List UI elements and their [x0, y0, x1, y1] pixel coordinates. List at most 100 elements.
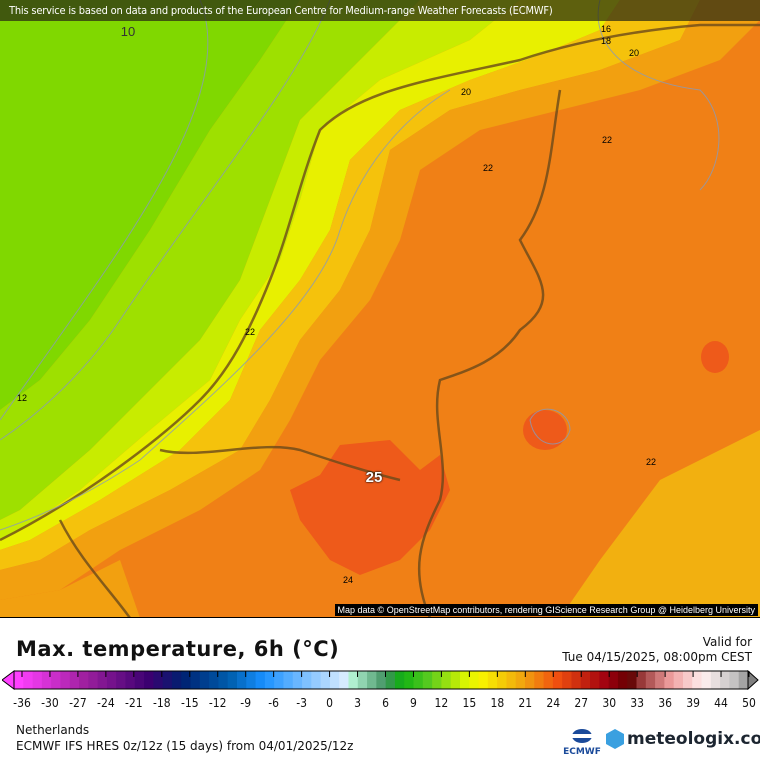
- scale-swatch: [302, 671, 312, 689]
- scale-swatch: [497, 671, 507, 689]
- scale-swatch: [729, 671, 740, 689]
- scale-swatch: [608, 671, 619, 689]
- scale-swatch: [422, 671, 433, 689]
- scale-tick-label: 50: [742, 696, 756, 710]
- meteologix-hex-icon: [606, 729, 624, 749]
- scale-swatch: [525, 671, 535, 689]
- scale-swatch: [459, 671, 470, 689]
- scale-swatch: [450, 671, 461, 689]
- hot-spot-east: [523, 410, 567, 450]
- scale-swatch: [385, 671, 396, 689]
- scale-tick-label: 3: [354, 696, 361, 710]
- scale-swatch: [627, 671, 638, 689]
- scale-swatch: [23, 671, 34, 689]
- amber-band: [0, 0, 700, 570]
- scale-swatch: [255, 671, 266, 689]
- scale-swatch: [515, 671, 526, 689]
- scale-swatch: [376, 671, 387, 689]
- scale-swatch: [413, 671, 424, 689]
- contour-label: 16: [600, 24, 612, 34]
- scale-tick-label: 6: [382, 696, 389, 710]
- scale-swatch: [506, 671, 517, 689]
- scale-tick-label: -9: [240, 696, 252, 710]
- scale-tick-label: -24: [97, 696, 115, 710]
- scale-swatch: [125, 671, 136, 689]
- scale-arrow-left: [2, 670, 15, 690]
- scale-swatch: [162, 671, 173, 689]
- scale-swatch: [51, 671, 61, 689]
- scale-swatch: [478, 671, 489, 689]
- scale-swatch: [580, 671, 591, 689]
- scale-swatch: [134, 671, 145, 689]
- scale-swatch: [562, 671, 572, 689]
- scale-swatch: [738, 671, 749, 689]
- scale-swatch: [153, 671, 164, 689]
- south-west-amber: [0, 560, 140, 617]
- contour-label: 22: [244, 327, 256, 337]
- scale-tick-label: -30: [41, 696, 59, 710]
- scale-tick-label: 24: [546, 696, 561, 710]
- scale-swatch: [69, 671, 80, 689]
- scale-tick-label: 21: [518, 696, 533, 710]
- scale-swatch: [534, 671, 545, 689]
- scale-swatch: [283, 671, 294, 689]
- scale-tick-label: 44: [714, 696, 728, 710]
- meteologix-logo[interactable]: meteologix.com: [606, 729, 760, 749]
- valid-label: Valid for: [702, 635, 752, 649]
- contour-label: 10: [120, 24, 136, 39]
- contour-label: 22: [601, 135, 613, 145]
- scale-tick-label: 9: [410, 696, 417, 710]
- color-scale-bar: [2, 670, 759, 690]
- scale-swatch: [441, 671, 452, 689]
- scale-swatch: [469, 671, 480, 689]
- scale-swatch: [571, 671, 582, 689]
- scale-tick-label: -12: [208, 696, 227, 710]
- contour-label: 22: [482, 163, 494, 173]
- scale-swatch: [645, 671, 656, 689]
- scale-swatch: [181, 671, 192, 689]
- scale-swatch: [292, 671, 303, 689]
- scale-swatch: [636, 671, 647, 689]
- contour-label: 20: [628, 48, 640, 58]
- scale-swatch: [664, 671, 675, 689]
- valid-datetime: Tue 04/15/2025, 08:00pm CEST: [562, 650, 752, 664]
- scale-border: [13, 670, 749, 690]
- scale-swatch: [199, 671, 210, 689]
- contour-label: 22: [645, 457, 657, 467]
- scale-swatch: [655, 671, 665, 689]
- scale-swatch: [432, 671, 442, 689]
- scale-swatch: [190, 671, 201, 689]
- scale-swatch: [88, 671, 99, 689]
- max-value-label: 25: [365, 469, 383, 486]
- orange-edge: [0, 0, 760, 600]
- scale-swatch: [97, 671, 108, 689]
- scale-swatch: [701, 671, 712, 689]
- scale-tick-label: -6: [268, 696, 280, 710]
- meteologix-brand: meteologix.com: [627, 729, 760, 749]
- scale-tick-label: -21: [125, 696, 143, 710]
- scale-swatch: [79, 671, 89, 689]
- scale-swatch: [487, 671, 498, 689]
- green-band: [0, 0, 420, 520]
- scale-swatch: [617, 671, 628, 689]
- scale-swatch: [41, 671, 52, 689]
- scale-tick-label: -36: [13, 696, 31, 710]
- hot-spot-far-east: [701, 341, 729, 373]
- temperature-map[interactable]: This service is based on data and produc…: [0, 0, 760, 618]
- ecmwf-logo: ECMWF: [562, 727, 602, 757]
- scale-swatch: [320, 671, 331, 689]
- scale-swatch: [236, 671, 247, 689]
- contour-label: 20: [460, 87, 472, 97]
- scale-tick-label: 0: [326, 696, 333, 710]
- scale-tick-label: 39: [686, 696, 700, 710]
- scale-tick-label: 27: [574, 696, 589, 710]
- scale-tick-label: 33: [630, 696, 645, 710]
- scale-swatch: [218, 671, 229, 689]
- scale-swatch: [171, 671, 182, 689]
- scale-swatch: [106, 671, 117, 689]
- scale-tick-label: 18: [490, 696, 505, 710]
- scale-swatch: [357, 671, 368, 689]
- map-canvas: [0, 0, 760, 617]
- scale-swatch: [246, 671, 257, 689]
- ecmwf-disclaimer-banner: This service is based on data and produc…: [0, 0, 760, 21]
